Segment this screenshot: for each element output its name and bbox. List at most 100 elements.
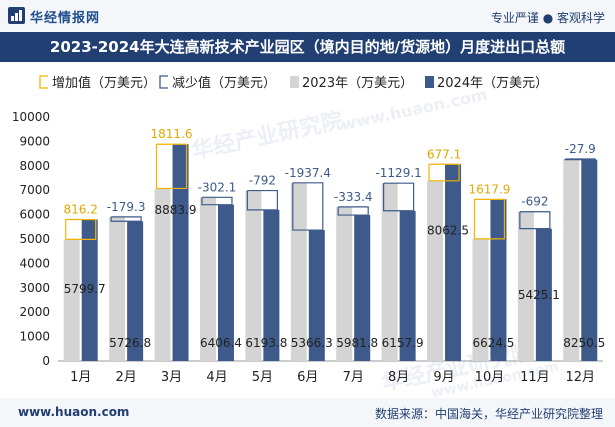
decrease-bracket [111, 216, 142, 222]
y-tick-label: 2000 [19, 305, 50, 319]
decrease-bracket [201, 197, 232, 206]
value-label-2024: 5981.8 [336, 336, 378, 350]
change-label: -792 [249, 174, 276, 188]
legend-label: 2024年（万美元） [437, 76, 548, 91]
decrease-bracket [110, 216, 142, 222]
bar-2023 [63, 239, 80, 361]
value-label-2024: 5366.3 [291, 336, 333, 350]
bar-2024 [172, 144, 189, 361]
legend-swatch-increase [39, 75, 48, 89]
value-label-2024: 6193.8 [245, 336, 287, 350]
footer-bar: www.huaon.com 数据来源：中国海关，华经产业研究院整理 [0, 398, 615, 427]
x-tick-label: 1月 [70, 370, 91, 385]
x-tick-label: 8月 [388, 370, 409, 385]
y-tick-label: 0 [42, 354, 50, 368]
x-tick-label: 7月 [343, 370, 364, 385]
bar-2023 [290, 182, 307, 361]
change-label: -27.9 [565, 142, 596, 156]
increase-bracket [65, 218, 96, 240]
x-tick-label: 9月 [433, 370, 454, 385]
change-label: 1617.9 [468, 182, 510, 196]
decrease-bracket [292, 182, 323, 231]
y-tick-label: 3000 [19, 281, 50, 295]
bar-2023 [517, 211, 534, 361]
decrease-bracket [383, 182, 415, 211]
top-bar: 华经情报网 专业严谨 ● 客观科学 [0, 0, 615, 32]
legend-swatch-2023 [290, 76, 299, 88]
x-tick-label: 6月 [297, 370, 318, 385]
bar-2024 [81, 219, 98, 361]
brand-logo-icon [8, 7, 25, 24]
change-label: -692 [521, 195, 548, 209]
brand-tagline: 专业严谨 ● 客观科学 [490, 11, 605, 25]
bar-2024 [535, 228, 552, 361]
value-label-2024: 6624.5 [472, 336, 514, 350]
value-label-2024: 5726.8 [109, 336, 151, 350]
bar-2024 [399, 210, 416, 361]
y-tick-label: 8000 [19, 159, 50, 173]
y-tick-label: 6000 [19, 208, 50, 222]
increase-bracket [155, 143, 187, 189]
decrease-bracket [201, 196, 233, 205]
chart-area: 0 1000 2000 3000 4000 5000 6000 7000 8000 9000 100… [12, 75, 605, 385]
x-tick-label: 5月 [252, 370, 273, 385]
y-tick-label: 4000 [19, 256, 50, 270]
value-label-2024: 5425.1 [518, 288, 560, 302]
bar-2023 [381, 183, 398, 361]
change-label: -1937.4 [285, 166, 331, 180]
bar-2024 [217, 204, 234, 361]
y-tick-label: 7000 [19, 183, 50, 197]
bar-2024 [354, 215, 371, 361]
value-label-2024: 5799.7 [64, 282, 106, 296]
decrease-bracket [565, 158, 596, 160]
bar-2023 [154, 188, 171, 361]
y-tick-label: 9000 [19, 134, 50, 148]
legend-label: 增加值（万美元） [52, 75, 156, 91]
x-tick-label: 12月 [566, 370, 596, 385]
decrease-bracket [292, 182, 324, 231]
increase-bracket [473, 198, 505, 239]
bar-2023 [472, 238, 489, 361]
decrease-bracket [519, 211, 550, 230]
value-label-2024: 8883.9 [155, 203, 197, 217]
change-label: -302.1 [198, 180, 237, 194]
chart-title: 2023-2024年大连高新技术产业园区（境内目的地/货源地）月度进出口总额 [0, 32, 615, 62]
bar-2023 [199, 197, 216, 361]
change-label: 1811.6 [151, 127, 193, 141]
x-tick-label: 2月 [115, 370, 136, 385]
x-tick-label: 4月 [206, 370, 227, 385]
x-tick-label: 10月 [475, 370, 505, 385]
bar-2024 [581, 159, 598, 361]
x-tick-label: 11月 [520, 370, 550, 385]
increase-bracket [429, 164, 460, 182]
decrease-bracket [383, 183, 414, 212]
y-tick-label: 10000 [12, 110, 50, 124]
legend-swatch-2024 [425, 76, 434, 88]
change-label: -1129.1 [375, 166, 421, 180]
increase-bracket [474, 199, 506, 240]
decrease-bracket [519, 211, 551, 229]
bar-2024 [490, 199, 507, 361]
bar-2023 [245, 190, 262, 361]
increase-bracket [65, 219, 97, 241]
bar-2024 [127, 221, 144, 361]
y-tick-label: 5000 [19, 232, 50, 246]
legend-label: 2023年（万美元） [302, 76, 413, 91]
x-tick-label: 3月 [161, 370, 182, 385]
decrease-bracket [338, 206, 369, 216]
increase-bracket [156, 144, 188, 190]
change-label: 677.1 [427, 147, 461, 161]
value-label-2024: 6157.9 [382, 336, 424, 350]
change-label: 816.2 [64, 202, 98, 216]
bar-2023 [563, 159, 580, 361]
y-tick-label: 1000 [19, 330, 50, 344]
value-label-2024: 8062.5 [427, 223, 469, 237]
decrease-bracket [247, 189, 278, 210]
decrease-bracket [337, 206, 369, 216]
increase-bracket [428, 163, 460, 181]
bar-2023 [427, 180, 444, 361]
legend-label: 减少值（万美元） [172, 75, 276, 91]
bar-2024 [263, 209, 280, 361]
bar-2023 [336, 206, 353, 361]
bar-2023 [109, 216, 126, 361]
